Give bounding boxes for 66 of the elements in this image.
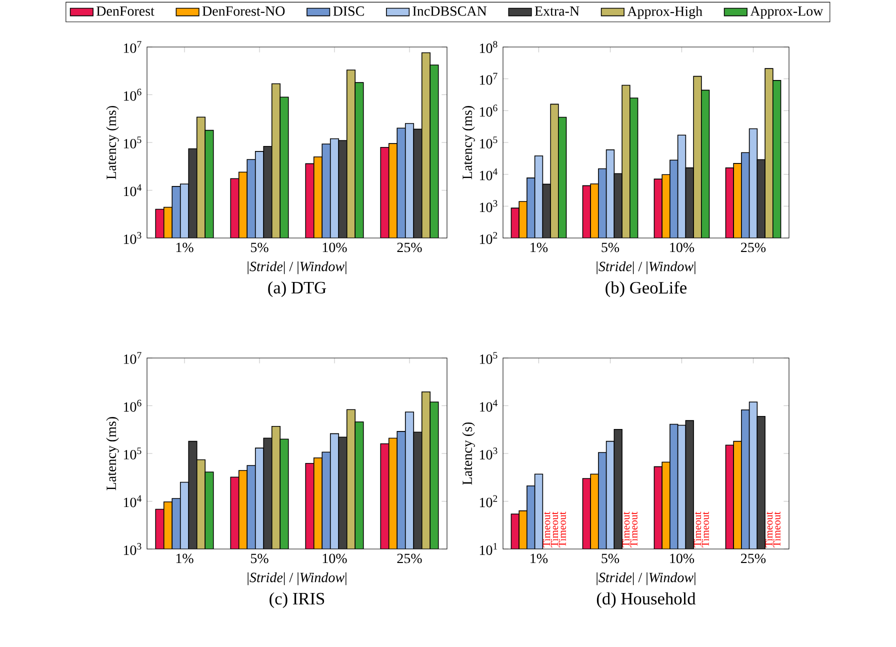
- text: (a) DTG: [268, 281, 326, 298]
- text: Timeout: [543, 512, 550, 548]
- y-tick-label: 10$^{5}$: [124, 136, 142, 148]
- x-tick-label: 10%: [322, 242, 347, 252]
- legend-label: Approx-Low: [750, 6, 824, 19]
- y-tick-label: 10$^{6}$: [480, 104, 498, 117]
- x-tick-label: 1%: [530, 554, 548, 564]
- y-tick-label: 10$^{3}$: [124, 543, 142, 555]
- y-tick-label: 10$^{1}$: [480, 543, 498, 555]
- text: Timeout: [773, 512, 780, 548]
- text: (b) GeoLife: [606, 281, 687, 298]
- y-tick-label: 10$^{3}$: [480, 200, 498, 212]
- legend-label: DenForest: [96, 6, 154, 16]
- y-tick-label: 10$^{5}$: [124, 448, 142, 460]
- x-tick-label: 1%: [176, 554, 194, 564]
- y-tick-label: 10$^{7}$: [480, 72, 498, 85]
- x-tick-label: 10%: [670, 554, 694, 564]
- x-axis-title: |Stride| / |Window|: [248, 261, 346, 274]
- x-axis-title: |Stride| / |Window|: [596, 572, 696, 586]
- text: (d) Household: [596, 592, 696, 608]
- y-tick-label: 10$^{4}$: [124, 495, 142, 508]
- x-tick-label: 5%: [602, 554, 620, 564]
- legend-label: DISC: [333, 6, 364, 16]
- x-axis-title: |Stride| / |Window|: [596, 261, 696, 274]
- y-tick-label: 10$^{3}$: [480, 448, 498, 460]
- y-tick-label: 10$^{2}$: [480, 232, 498, 244]
- y-tick-label: 10$^{7}$: [124, 352, 142, 364]
- y-tick-label: 10$^{4}$: [124, 184, 142, 196]
- text: Timeout: [765, 512, 773, 548]
- x-tick-label: 10%: [322, 554, 347, 564]
- y-tick-label: 10$^{2}$: [480, 495, 498, 508]
- y-axis-title: Latency (ms): [462, 106, 475, 180]
- y-axis-title: Latency (s): [462, 422, 475, 485]
- y-axis-title: Latency (ms): [106, 417, 119, 490]
- x-tick-label: 25%: [397, 242, 422, 252]
- y-tick-label: 10$^{7}$: [124, 41, 142, 53]
- y-tick-label: 10$^{3}$: [124, 232, 142, 244]
- y-tick-label: 10$^{6}$: [124, 88, 142, 101]
- legend-label: Approx-High: [627, 6, 702, 19]
- y-tick-label: 10$^{5}$: [480, 352, 498, 364]
- x-tick-label: 1%: [530, 242, 548, 252]
- x-tick-label: 5%: [250, 554, 268, 564]
- text: Timeout: [558, 512, 566, 548]
- x-tick-label: 10%: [670, 242, 694, 252]
- y-tick-label: 10$^{5}$: [480, 136, 498, 148]
- x-tick-label: 5%: [602, 242, 620, 252]
- text: Timeout: [622, 512, 630, 548]
- text: Timeout: [630, 512, 638, 548]
- x-axis-title: |Stride| / |Window|: [248, 572, 346, 586]
- legend-label: IncDBSCAN: [412, 6, 487, 16]
- text: Timeout: [550, 512, 558, 548]
- x-tick-label: 1%: [176, 242, 194, 252]
- text: Timeout: [702, 512, 709, 548]
- text: (c) IRIS: [270, 592, 324, 608]
- y-axis-title: Latency (ms): [106, 106, 119, 180]
- y-tick-label: 10$^{6}$: [124, 400, 142, 412]
- x-tick-label: 25%: [741, 554, 766, 564]
- x-tick-label: 5%: [250, 242, 268, 252]
- y-tick-label: 10$^{4}$: [480, 168, 498, 180]
- legend-label: DenForest-NO: [202, 6, 285, 16]
- text: Timeout: [694, 512, 702, 548]
- y-tick-label: 10$^{8}$: [480, 41, 498, 53]
- x-tick-label: 25%: [741, 242, 766, 252]
- legend-label: Extra-N: [534, 6, 580, 16]
- x-tick-label: 25%: [397, 554, 422, 564]
- y-tick-label: 10$^{4}$: [480, 400, 498, 412]
